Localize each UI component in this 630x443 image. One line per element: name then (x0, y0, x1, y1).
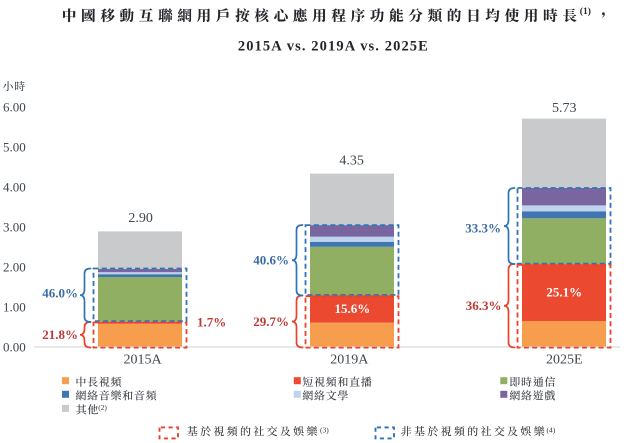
svg-text:36.3%: 36.3% (466, 298, 502, 313)
svg-text:25.1%: 25.1% (546, 285, 582, 300)
svg-text:(2): (2) (98, 403, 107, 412)
svg-text:2.00: 2.00 (3, 260, 26, 275)
svg-text:0.00: 0.00 (3, 340, 26, 355)
svg-text:(3): (3) (320, 425, 329, 434)
svg-text:2015A vs. 2019A vs. 2025E: 2015A vs. 2019A vs. 2025E (238, 39, 429, 55)
svg-text:21.8%: 21.8% (42, 327, 78, 342)
svg-text:3.00: 3.00 (3, 220, 26, 235)
svg-text:1.7%: 1.7% (197, 314, 226, 329)
svg-text:1.00: 1.00 (3, 300, 26, 315)
svg-text:(4): (4) (547, 425, 556, 434)
svg-text:5.73: 5.73 (552, 101, 577, 116)
svg-text:6.00: 6.00 (3, 100, 26, 115)
svg-text:46.0%: 46.0% (42, 285, 78, 300)
svg-text:40.6%: 40.6% (253, 253, 289, 268)
svg-text:2019A: 2019A (330, 352, 369, 367)
svg-text:2.90: 2.90 (128, 211, 153, 226)
svg-text:15.6%: 15.6% (335, 301, 371, 316)
svg-text:5.00: 5.00 (3, 140, 26, 155)
svg-text:4.00: 4.00 (3, 180, 26, 195)
svg-text:33.3%: 33.3% (465, 220, 501, 235)
svg-text:4.35: 4.35 (339, 154, 364, 169)
svg-text:2025E: 2025E (546, 352, 583, 367)
svg-text:(1): (1) (580, 6, 591, 17)
svg-text:2015A: 2015A (123, 352, 162, 367)
svg-text:29.7%: 29.7% (253, 314, 289, 329)
